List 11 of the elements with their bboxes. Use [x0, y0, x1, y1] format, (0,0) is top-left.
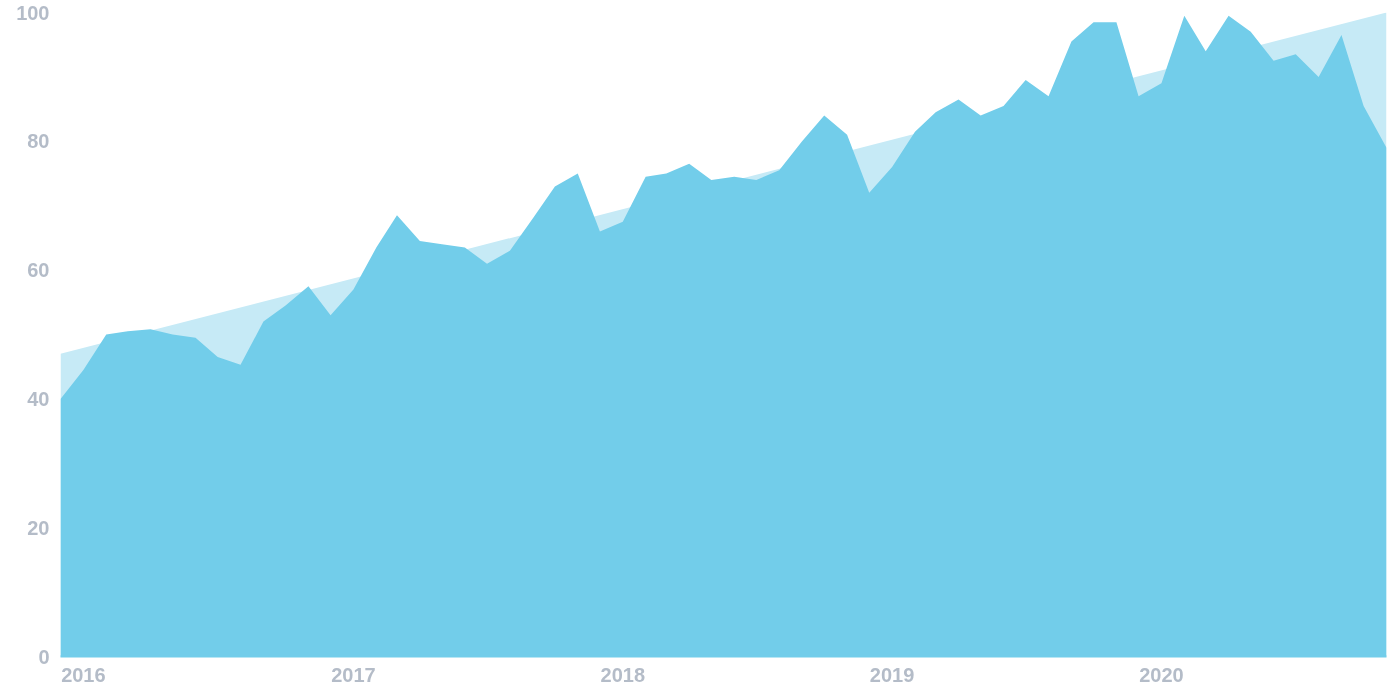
x-tick-label: 2019 — [869, 663, 915, 686]
x-tick-label: 2018 — [600, 663, 646, 686]
x-tick-label: 2016 — [61, 663, 106, 686]
x-tick-label: 2020 — [1139, 663, 1184, 686]
x-tick-label: 2017 — [331, 663, 376, 686]
y-tick-label: 80 — [27, 130, 50, 153]
y-tick-label: 20 — [27, 516, 50, 539]
y-tick-label: 40 — [27, 387, 50, 410]
y-tick-label: 0 — [38, 645, 50, 668]
y-tick-label: 60 — [27, 259, 50, 282]
y-tick-label: 100 — [16, 1, 50, 24]
